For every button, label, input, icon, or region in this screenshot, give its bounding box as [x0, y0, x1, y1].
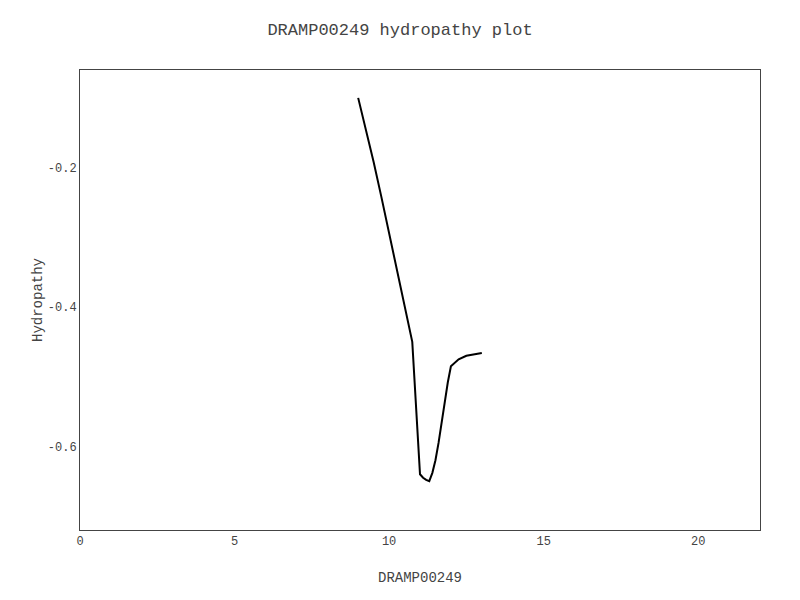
svg-text:DRAMP00249: DRAMP00249 — [378, 570, 462, 586]
svg-text:10: 10 — [382, 535, 396, 549]
svg-text:5: 5 — [231, 535, 238, 549]
svg-text:DRAMP00249 hydropathy plot: DRAMP00249 hydropathy plot — [267, 21, 532, 40]
svg-text:-0.4: -0.4 — [48, 301, 77, 315]
svg-text:-0.2: -0.2 — [48, 162, 77, 176]
svg-text:20: 20 — [691, 535, 705, 549]
svg-text:0: 0 — [76, 535, 83, 549]
svg-text:15: 15 — [536, 535, 550, 549]
svg-text:Hydropathy: Hydropathy — [30, 258, 46, 342]
svg-text:-0.6: -0.6 — [48, 441, 77, 455]
